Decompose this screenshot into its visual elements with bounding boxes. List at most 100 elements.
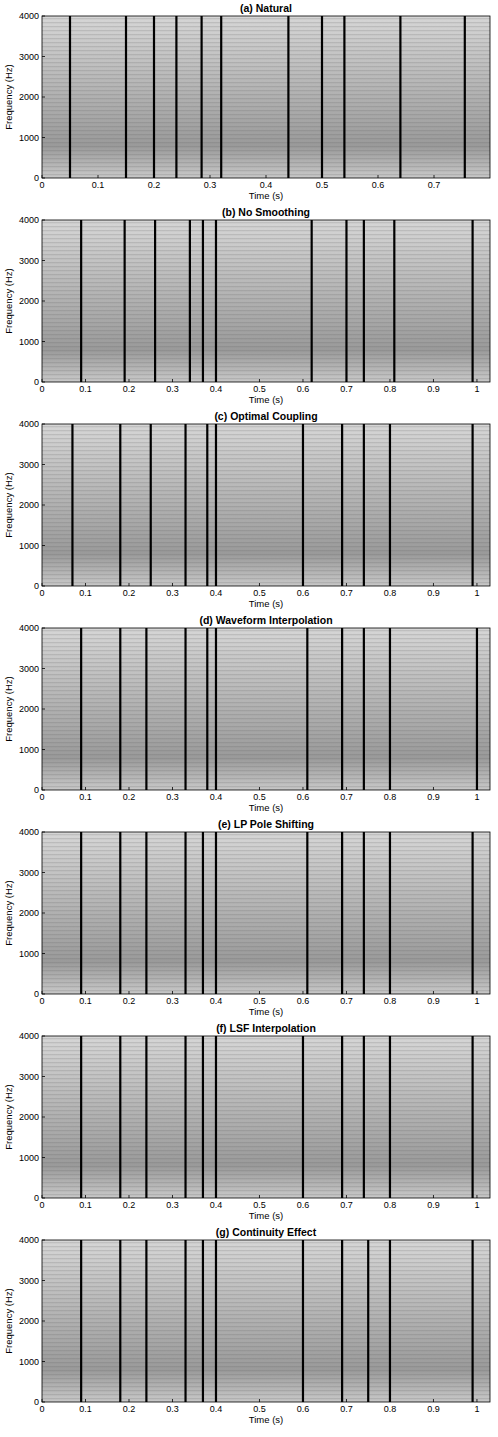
y-axis-title: Frequency (Hz) xyxy=(3,880,14,945)
x-tick xyxy=(259,991,260,994)
segment-boundary xyxy=(215,1036,217,1198)
x-tick-label: 0.3 xyxy=(166,588,179,598)
x-tick xyxy=(259,1399,260,1402)
y-tick xyxy=(42,56,45,57)
y-tick-label: 4000 xyxy=(19,827,39,837)
x-tick xyxy=(266,175,267,178)
segment-boundary xyxy=(80,1036,82,1198)
x-tick-label: 0.4 xyxy=(210,384,223,394)
segment-boundary xyxy=(363,220,365,382)
y-tick-label: 4000 xyxy=(19,11,39,21)
y-tick-label: 3000 xyxy=(19,256,39,266)
x-tick-label: 0.7 xyxy=(340,384,353,394)
y-tick-label: 1000 xyxy=(19,1357,39,1367)
panel-title: (a) Natural xyxy=(240,2,292,14)
segment-boundary xyxy=(202,1240,204,1402)
segment-boundary xyxy=(341,424,343,586)
y-tick xyxy=(42,668,45,669)
x-tick-label: 0.3 xyxy=(166,792,179,802)
x-tick-label: 0 xyxy=(39,384,44,394)
x-tick-label: 0.9 xyxy=(427,792,440,802)
segment-boundary xyxy=(80,1240,82,1402)
y-tick xyxy=(42,628,45,629)
x-tick-label: 0.1 xyxy=(79,792,92,802)
x-tick xyxy=(389,991,390,994)
x-tick xyxy=(85,379,86,382)
panel-title: (d) Waveform Interpolation xyxy=(199,614,332,626)
x-tick xyxy=(476,1195,477,1198)
x-tick xyxy=(172,583,173,586)
segment-boundary xyxy=(119,1240,121,1402)
y-tick-label: 4000 xyxy=(19,419,39,429)
x-tick xyxy=(433,787,434,790)
x-tick-label: 0.4 xyxy=(210,792,223,802)
x-tick xyxy=(215,787,216,790)
x-tick-label: 1 xyxy=(474,1200,479,1210)
x-tick xyxy=(346,583,347,586)
segment-boundary xyxy=(215,628,217,790)
x-tick-label: 0.7 xyxy=(340,996,353,1006)
segment-boundary xyxy=(476,628,478,790)
y-tick-label: 1000 xyxy=(19,133,39,143)
x-tick xyxy=(302,991,303,994)
panel-title: (g) Continuity Effect xyxy=(216,1226,317,1238)
panel-title: (e) LP Pole Shifting xyxy=(218,818,314,830)
segment-boundary xyxy=(202,832,204,994)
segment-boundary xyxy=(206,628,208,790)
x-tick-label: 1 xyxy=(474,1404,479,1414)
x-tick-label: 1 xyxy=(474,996,479,1006)
x-tick-label: 0.6 xyxy=(372,180,385,190)
segment-boundary xyxy=(69,16,71,178)
boundary-group xyxy=(70,16,465,178)
x-tick xyxy=(172,1399,173,1402)
x-tick xyxy=(172,787,173,790)
y-tick xyxy=(42,1280,45,1281)
spectrogram-texture xyxy=(42,16,490,178)
y-tick-label: 0 xyxy=(34,1193,39,1203)
spectrogram-image xyxy=(42,832,490,994)
x-tick xyxy=(42,583,43,586)
segment-boundary xyxy=(389,832,391,994)
y-tick xyxy=(42,832,45,833)
x-tick xyxy=(128,583,129,586)
segment-boundary xyxy=(311,220,313,382)
y-tick-label: 2000 xyxy=(19,1112,39,1122)
figure: (a) Natural 0 0.1 0.2 0.3 0.4 0.5 0.6 0.7 0 1000 20… xyxy=(0,0,498,1437)
segment-boundary xyxy=(472,832,474,994)
x-tick xyxy=(259,379,260,382)
x-tick xyxy=(215,379,216,382)
y-tick xyxy=(42,749,45,750)
x-tick xyxy=(389,583,390,586)
segment-boundary xyxy=(472,220,474,382)
panel-title: (b) No Smoothing xyxy=(222,206,310,218)
x-tick-label: 0.2 xyxy=(148,180,161,190)
y-tick xyxy=(42,260,45,261)
x-tick-label: 0.5 xyxy=(253,1404,266,1414)
x-tick-label: 0.6 xyxy=(297,588,310,598)
boundary-group xyxy=(81,832,472,994)
x-tick-label: 0.8 xyxy=(384,588,397,598)
x-tick-label: 0.8 xyxy=(384,996,397,1006)
segment-boundary xyxy=(472,1240,474,1402)
spectrogram-image xyxy=(42,220,490,382)
segment-boundary xyxy=(341,1240,343,1402)
y-tick-label: 4000 xyxy=(19,215,39,225)
y-tick xyxy=(42,1198,45,1199)
y-tick-label: 2000 xyxy=(19,92,39,102)
y-tick-label: 1000 xyxy=(19,1153,39,1163)
segment-boundary xyxy=(215,220,217,382)
boundary-group xyxy=(81,220,472,382)
x-tick-label: 0.5 xyxy=(253,588,266,598)
y-tick-label: 2000 xyxy=(19,908,39,918)
plot-frame xyxy=(42,832,490,994)
x-tick-label: 0.1 xyxy=(79,996,92,1006)
segment-boundary xyxy=(153,16,155,178)
y-tick-label: 0 xyxy=(34,581,39,591)
y-tick-label: 0 xyxy=(34,785,39,795)
segment-boundary xyxy=(150,424,152,586)
x-tick xyxy=(434,175,435,178)
x-tick xyxy=(215,991,216,994)
x-tick xyxy=(346,1399,347,1402)
y-tick-label: 1000 xyxy=(19,745,39,755)
x-tick xyxy=(172,991,173,994)
